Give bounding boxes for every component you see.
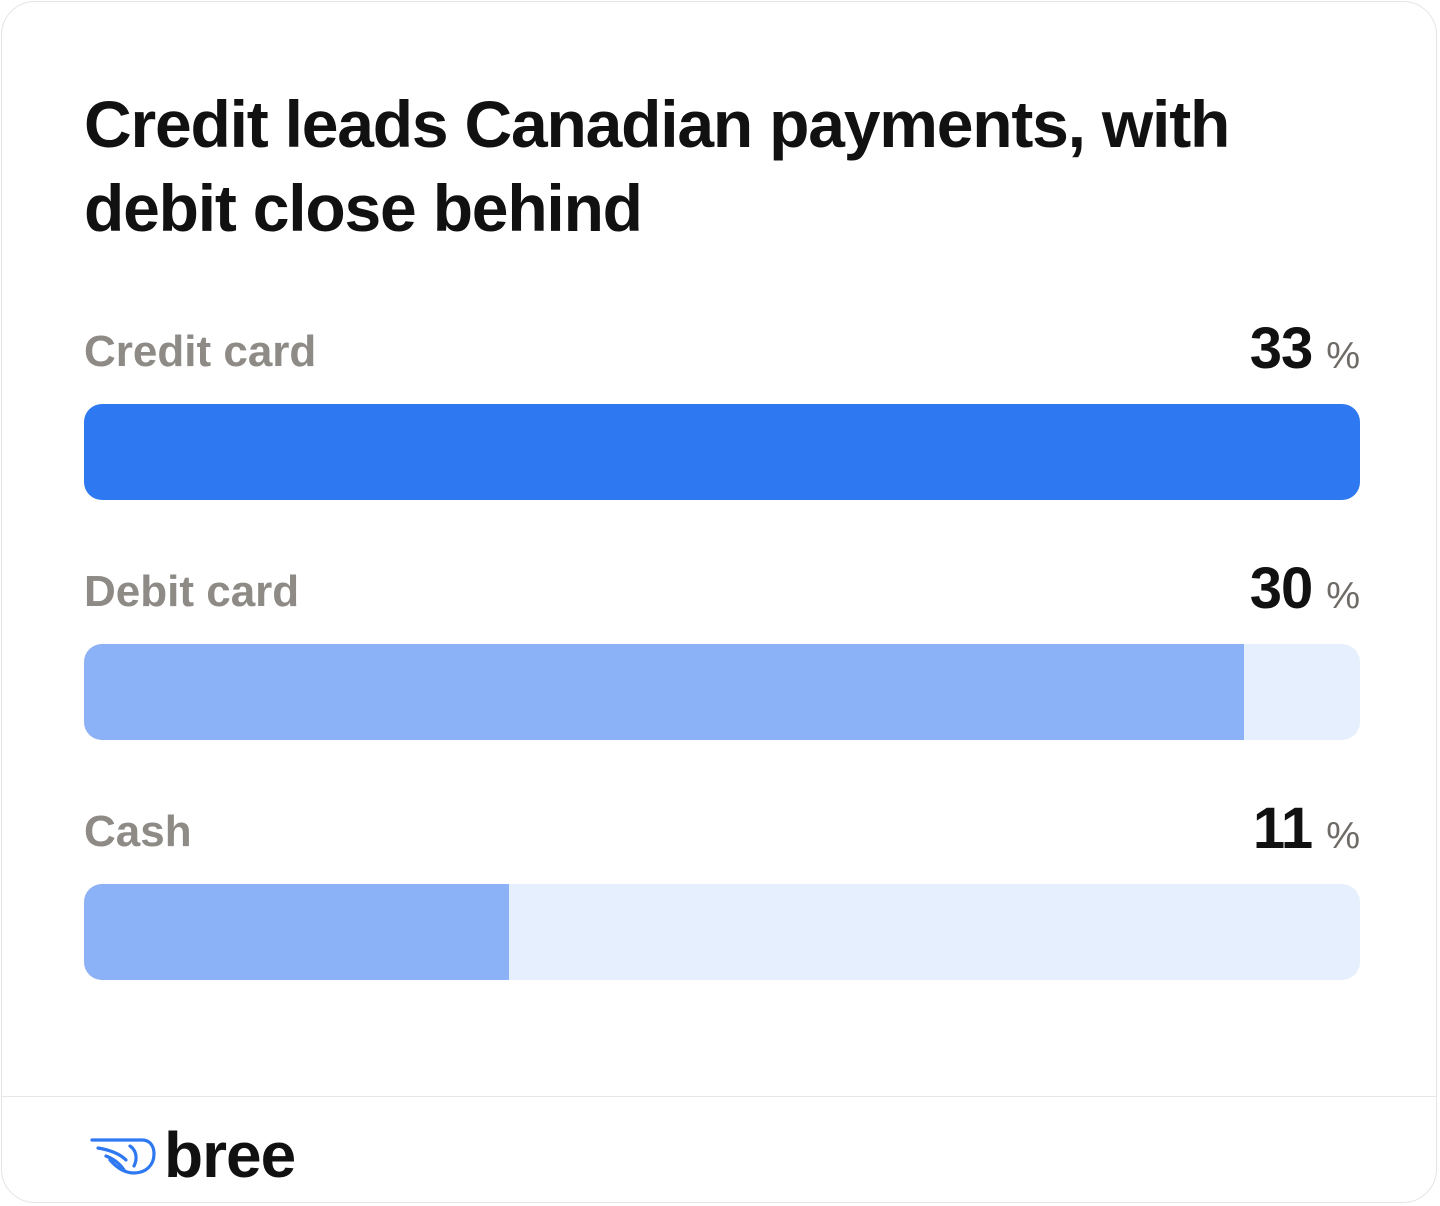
value-label: 30% [1250,552,1360,626]
brand-logo: bree [90,1119,296,1191]
value-unit: % [1326,575,1360,617]
category-label: Debit card [84,567,300,616]
value-number: 11 [1252,796,1313,861]
bar-row: Cash 11% [84,796,1360,984]
value-label: 11% [1253,792,1360,866]
value-unit: % [1326,815,1360,857]
bar [84,884,509,980]
brand-name: bree [164,1119,296,1191]
category-label: Cash [84,807,192,856]
value-label: 33% [1250,312,1360,386]
bar-track [84,644,1360,740]
footer-divider [2,1096,1436,1097]
chart-title: Credit leads Canadian payments, with deb… [84,87,1230,245]
bar-row: Debit card 30% [84,556,1360,744]
bar-row: Credit card 33% [84,316,1360,504]
bar [84,404,1360,500]
wing-icon [90,1138,156,1175]
bar-track [84,404,1360,500]
category-label: Credit card [84,327,317,376]
value-unit: % [1326,335,1360,377]
bar-track [84,884,1360,980]
bar [84,644,1244,740]
value-number: 33 [1249,316,1314,381]
value-number: 30 [1249,556,1314,621]
